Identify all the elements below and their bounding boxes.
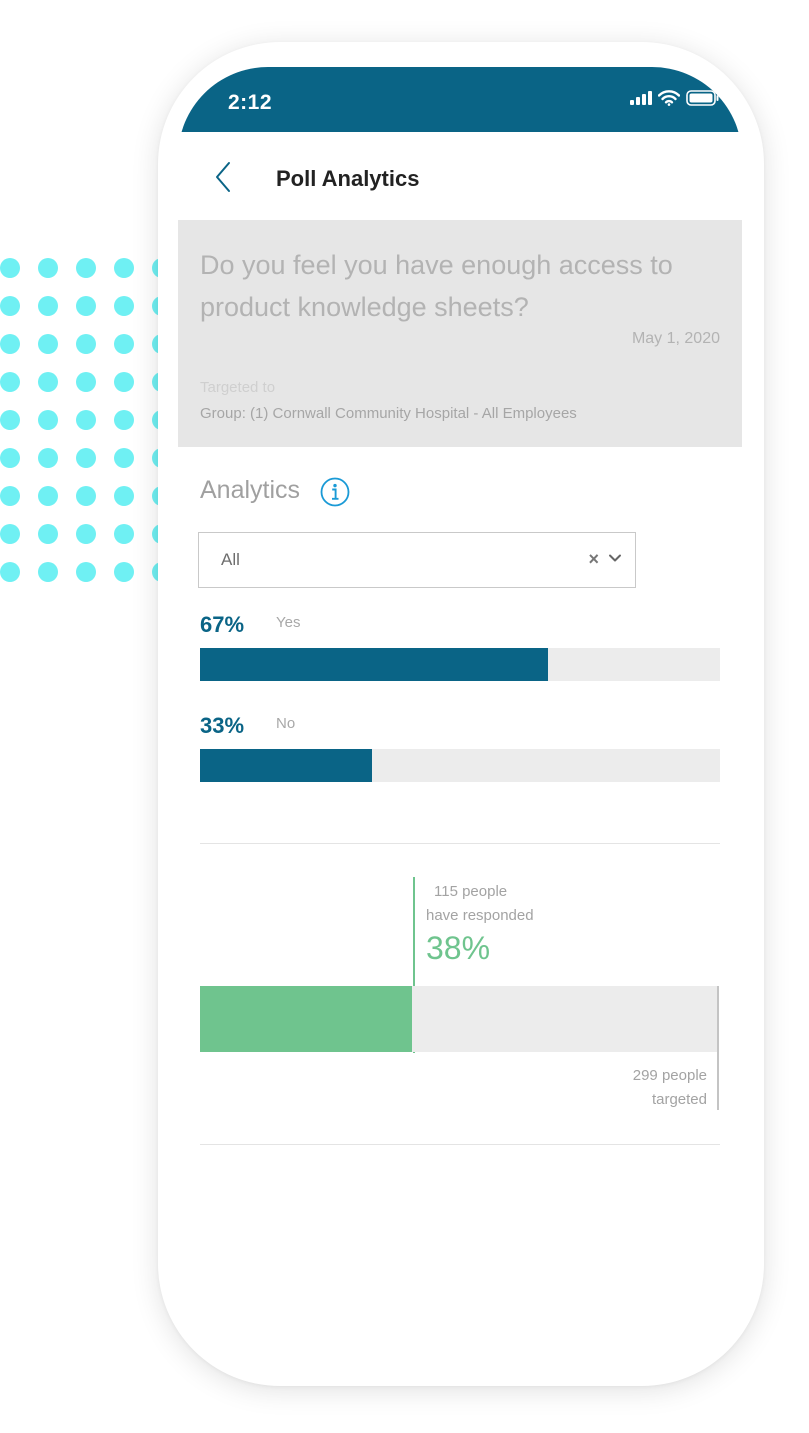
decorative-dot [76,372,96,392]
decorative-dot [76,486,96,506]
decorative-dot [76,258,96,278]
decorative-dot [0,258,20,278]
divider [200,1144,720,1145]
targeted-count: 299 people targeted [633,1064,707,1112]
info-icon[interactable] [320,477,350,507]
decorative-dot [38,410,58,430]
status-bar: 2:12 [178,67,742,132]
decorative-dot [114,524,134,544]
decorative-dot-pattern [0,258,172,588]
decorative-dot [114,372,134,392]
decorative-dot [76,296,96,316]
decorative-dot [114,410,134,430]
responded-count-line2: have responded [426,907,534,924]
decorative-dot [0,410,20,430]
result-bar-fill [200,648,549,681]
responded-count: 115 people have responded [426,880,534,928]
chevron-down-icon[interactable] [608,551,622,565]
targeted-label: Targeted to [200,379,276,396]
decorative-dot [114,448,134,468]
wifi-icon [658,90,680,106]
decorative-dot [114,334,134,354]
result-bar-track [200,749,720,782]
decorative-dot [0,372,20,392]
decorative-dot [76,448,96,468]
analytics-heading: Analytics [200,476,301,504]
page-title: Poll Analytics [276,166,420,191]
decorative-dot [76,334,96,354]
decorative-dot [0,486,20,506]
decorative-dot [0,334,20,354]
responded-marker [413,877,415,1053]
decorative-dot [76,562,96,582]
response-rate-percent: 38% [426,930,491,966]
poll-date: May 1, 2020 [631,330,720,347]
decorative-dot [0,448,20,468]
chevron-left-icon[interactable] [212,160,236,194]
decorative-dot [114,296,134,316]
result-bar-track [200,648,720,681]
response-rate-fill [200,986,413,1052]
status-icons [630,90,720,106]
responded-count-line1: 115 people [434,883,508,900]
result-percent: 33% [200,713,245,738]
phone-frame: 2:12 [158,42,764,1386]
decorative-dot [0,296,20,316]
decorative-dot [114,486,134,506]
result-label: Yes [276,614,301,631]
signal-icon [630,91,652,105]
decorative-dot [76,524,96,544]
decorative-dot [38,524,58,544]
battery-icon [686,90,719,106]
result-label: No [276,715,296,732]
poll-question: Do you feel you have enough access to pr… [200,250,673,322]
decorative-dot [76,410,96,430]
result-percent: 67% [200,612,245,637]
app-screen: 2:12 [178,67,742,1357]
decorative-dot [0,524,20,544]
targeted-group: Group: (1) Cornwall Community Hospital -… [200,405,577,422]
response-rate-track [200,986,718,1052]
decorative-dot [38,258,58,278]
targeted-marker [717,986,719,1110]
decorative-dot [114,562,134,582]
filter-value: All [221,550,240,569]
decorative-dot [38,448,58,468]
decorative-dot [38,296,58,316]
filter-select[interactable]: All × [198,532,636,588]
nav-bar: Poll Analytics [178,132,742,220]
targeted-count-line2: targeted [651,1091,707,1108]
decorative-dot [38,486,58,506]
targeted-count-line1: 299 people [632,1067,707,1084]
decorative-dot [114,258,134,278]
close-icon[interactable]: × [588,549,599,569]
decorative-dot [38,372,58,392]
decorative-dot [0,562,20,582]
status-time: 2:12 [228,91,273,114]
divider [200,843,720,844]
poll-question-card: Do you feel you have enough access to pr… [178,220,742,447]
result-bar-fill [200,749,372,782]
decorative-dot [38,334,58,354]
decorative-dot [38,562,58,582]
